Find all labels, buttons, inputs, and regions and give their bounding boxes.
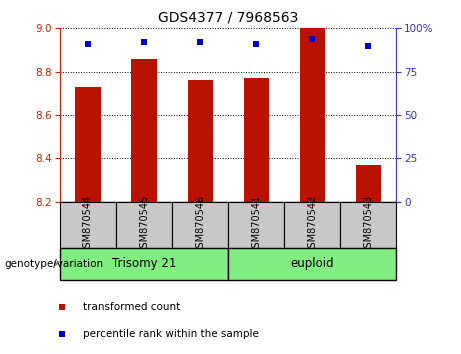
Text: GSM870543: GSM870543 bbox=[363, 195, 373, 255]
Bar bbox=[60, 248, 228, 280]
Bar bbox=[75, 87, 100, 202]
Bar bbox=[131, 59, 157, 202]
Text: GSM870541: GSM870541 bbox=[251, 195, 261, 255]
Text: GSM870544: GSM870544 bbox=[83, 195, 93, 255]
Bar bbox=[243, 78, 269, 202]
Text: GSM870546: GSM870546 bbox=[195, 195, 205, 255]
Bar bbox=[116, 202, 172, 248]
Bar bbox=[188, 80, 213, 202]
Bar bbox=[172, 202, 228, 248]
Text: euploid: euploid bbox=[290, 257, 334, 270]
Bar bbox=[284, 202, 340, 248]
Text: GSM870545: GSM870545 bbox=[139, 195, 149, 255]
Bar bbox=[300, 28, 325, 202]
Title: GDS4377 / 7968563: GDS4377 / 7968563 bbox=[158, 10, 298, 24]
Bar bbox=[356, 165, 381, 202]
Text: percentile rank within the sample: percentile rank within the sample bbox=[83, 329, 259, 339]
Text: Trisomy 21: Trisomy 21 bbox=[112, 257, 176, 270]
Bar bbox=[60, 202, 116, 248]
Text: GSM870542: GSM870542 bbox=[307, 195, 317, 255]
Bar bbox=[228, 248, 396, 280]
Bar bbox=[228, 202, 284, 248]
Bar bbox=[340, 202, 396, 248]
Text: genotype/variation: genotype/variation bbox=[5, 259, 104, 269]
Text: transformed count: transformed count bbox=[83, 302, 180, 312]
